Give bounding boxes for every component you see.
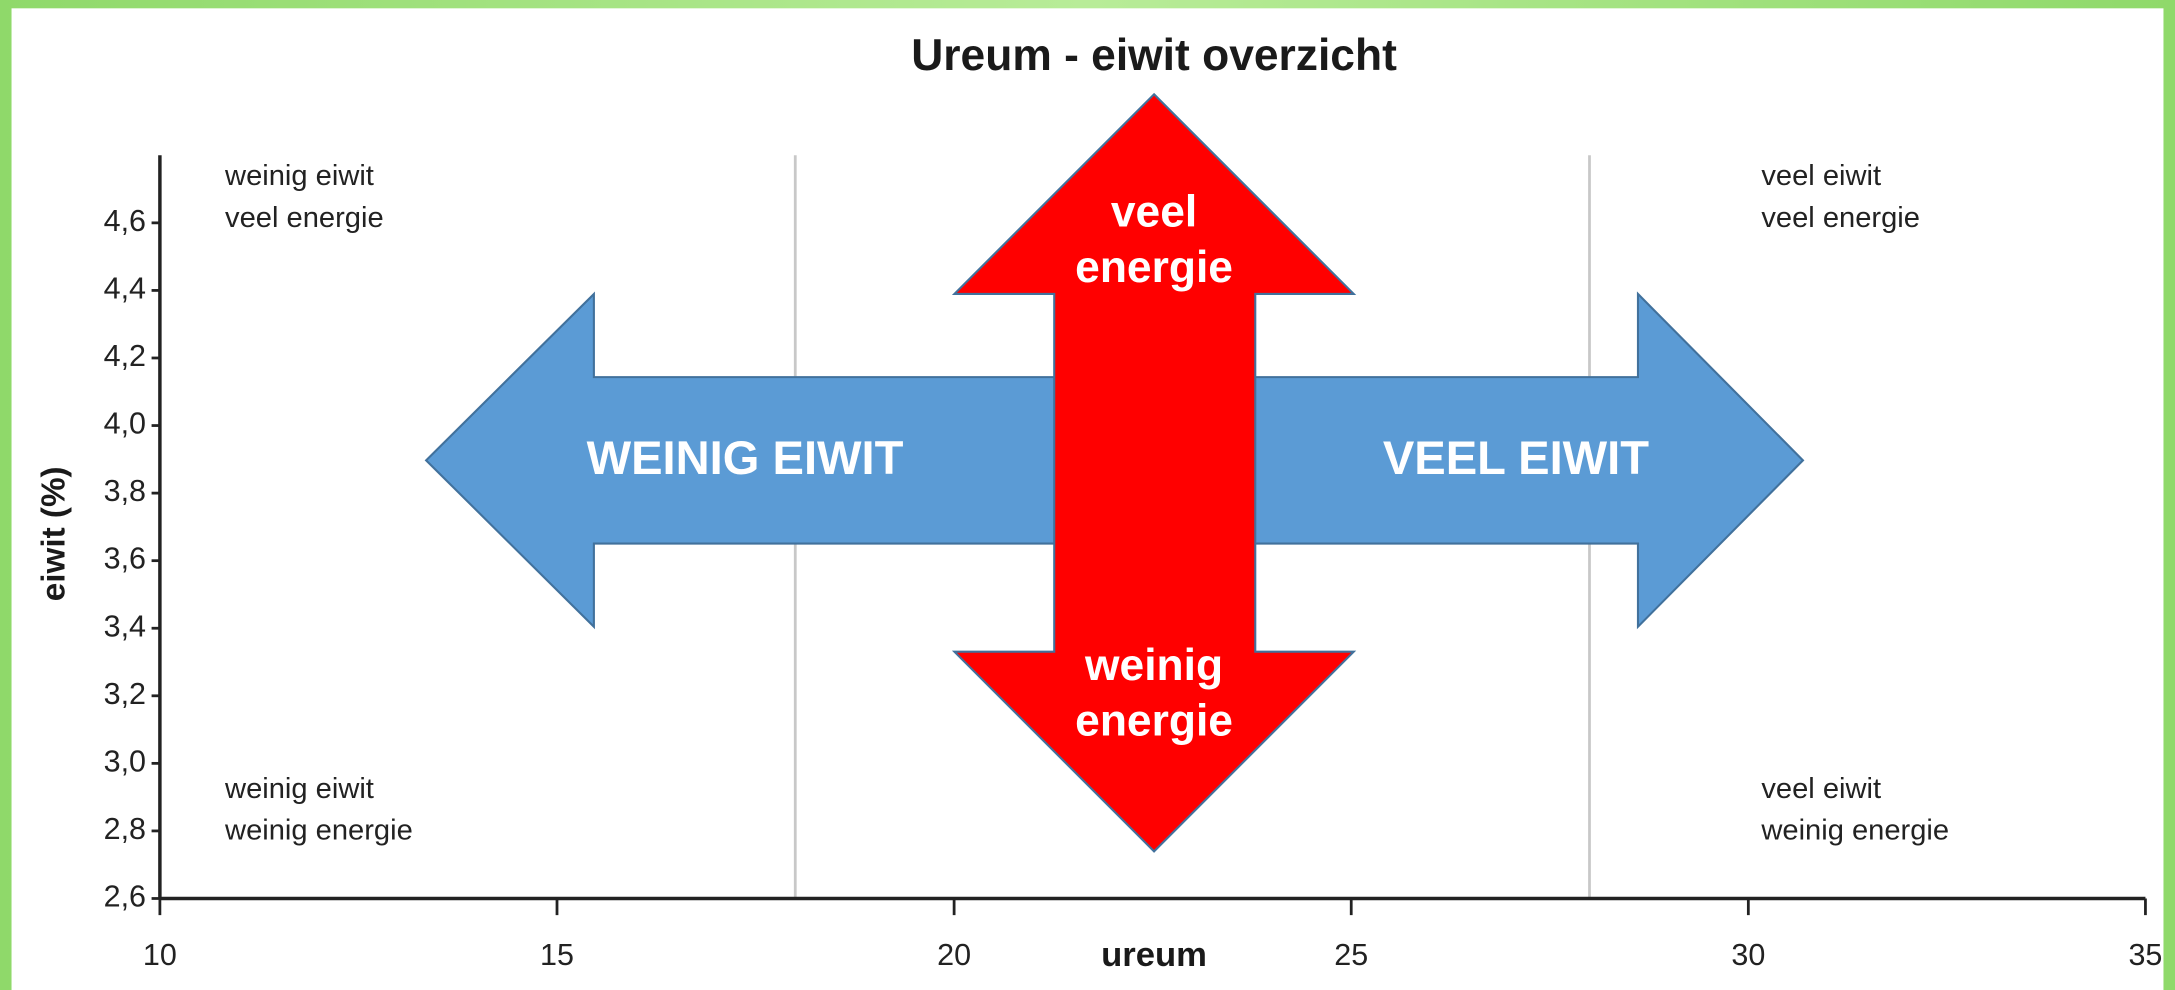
y-tick-label: 3,2 (104, 677, 146, 711)
y-tick-label: 3,8 (104, 474, 146, 508)
x-tick-label: 20 (937, 938, 971, 972)
y-tick-label: 4,4 (104, 271, 146, 305)
x-axis-label: ureum (1101, 936, 1207, 974)
y-tick-label: 3,6 (104, 542, 146, 576)
y-tick-label: 4,6 (104, 204, 146, 238)
arrow-label: WEINIG EIWIT (587, 431, 904, 484)
x-tick-label: 30 (1731, 938, 1765, 972)
y-tick-label: 4,0 (104, 407, 146, 441)
arrow-label: energie (1075, 243, 1233, 292)
chart-title: Ureum - eiwit overzicht (911, 31, 1397, 80)
arrow-label: weinig (1084, 641, 1223, 690)
y-tick-label: 2,6 (104, 880, 146, 914)
y-axis-label: eiwit (%) (36, 466, 73, 601)
quadrant-note: veel eiwit (1761, 160, 1881, 192)
x-tick-label: 35 (2128, 938, 2162, 972)
quadrant-note: weinig eiwit (224, 773, 374, 805)
x-tick-label: 15 (540, 938, 574, 972)
y-tick-label: 4,2 (104, 339, 146, 373)
x-tick-label: 25 (1334, 938, 1368, 972)
quadrant-note: weinig energie (1760, 815, 1949, 847)
y-tick-label: 3,0 (104, 744, 146, 778)
quadrant-note: veel energie (1761, 202, 1920, 234)
quadrant-note: veel energie (225, 202, 384, 234)
y-tick-label: 3,4 (104, 609, 146, 643)
y-tick-label: 2,8 (104, 812, 146, 846)
arrow-label: VEEL EIWIT (1383, 431, 1649, 484)
quadrant-note: weinig eiwit (224, 160, 374, 192)
quadrant-note: weinig energie (224, 815, 413, 847)
arrow-label: energie (1075, 697, 1233, 746)
arrow-label: veel (1111, 188, 1197, 237)
quadrant-note: veel eiwit (1761, 773, 1881, 805)
vertical-arrow (951, 92, 1357, 853)
x-tick-label: 10 (143, 938, 177, 972)
